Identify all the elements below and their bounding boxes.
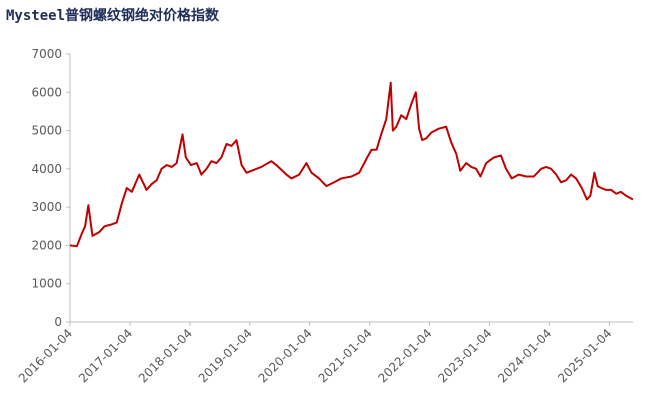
x-tick-label: 2019-01-04 — [196, 326, 255, 385]
y-tick-label: 6000 — [31, 85, 62, 99]
price-line — [69, 81, 634, 248]
y-tick-label: 3000 — [31, 200, 62, 214]
y-tick-label: 0 — [54, 315, 62, 329]
y-tick-label: 2000 — [31, 238, 62, 252]
y-tick-label: 4000 — [31, 162, 62, 176]
y-tick-label: 1000 — [31, 277, 62, 291]
x-tick-label: 2024-01-04 — [495, 326, 554, 385]
x-tick-label: 2020-01-04 — [256, 326, 315, 385]
x-tick-label: 2017-01-04 — [76, 326, 135, 385]
chart-title: Mysteel普钢螺纹钢绝对价格指数 — [6, 7, 220, 24]
y-tick-label: 7000 — [31, 47, 62, 61]
x-tick-label: 2018-01-04 — [136, 326, 195, 385]
x-tick-label: 2025-01-04 — [555, 326, 614, 385]
x-tick-label: 2022-01-04 — [375, 326, 434, 385]
x-tick-label: 2023-01-04 — [435, 326, 494, 385]
x-tick-label: 2016-01-04 — [16, 326, 75, 385]
x-tick-label: 2021-01-04 — [316, 326, 375, 385]
y-tick-label: 5000 — [31, 124, 62, 138]
